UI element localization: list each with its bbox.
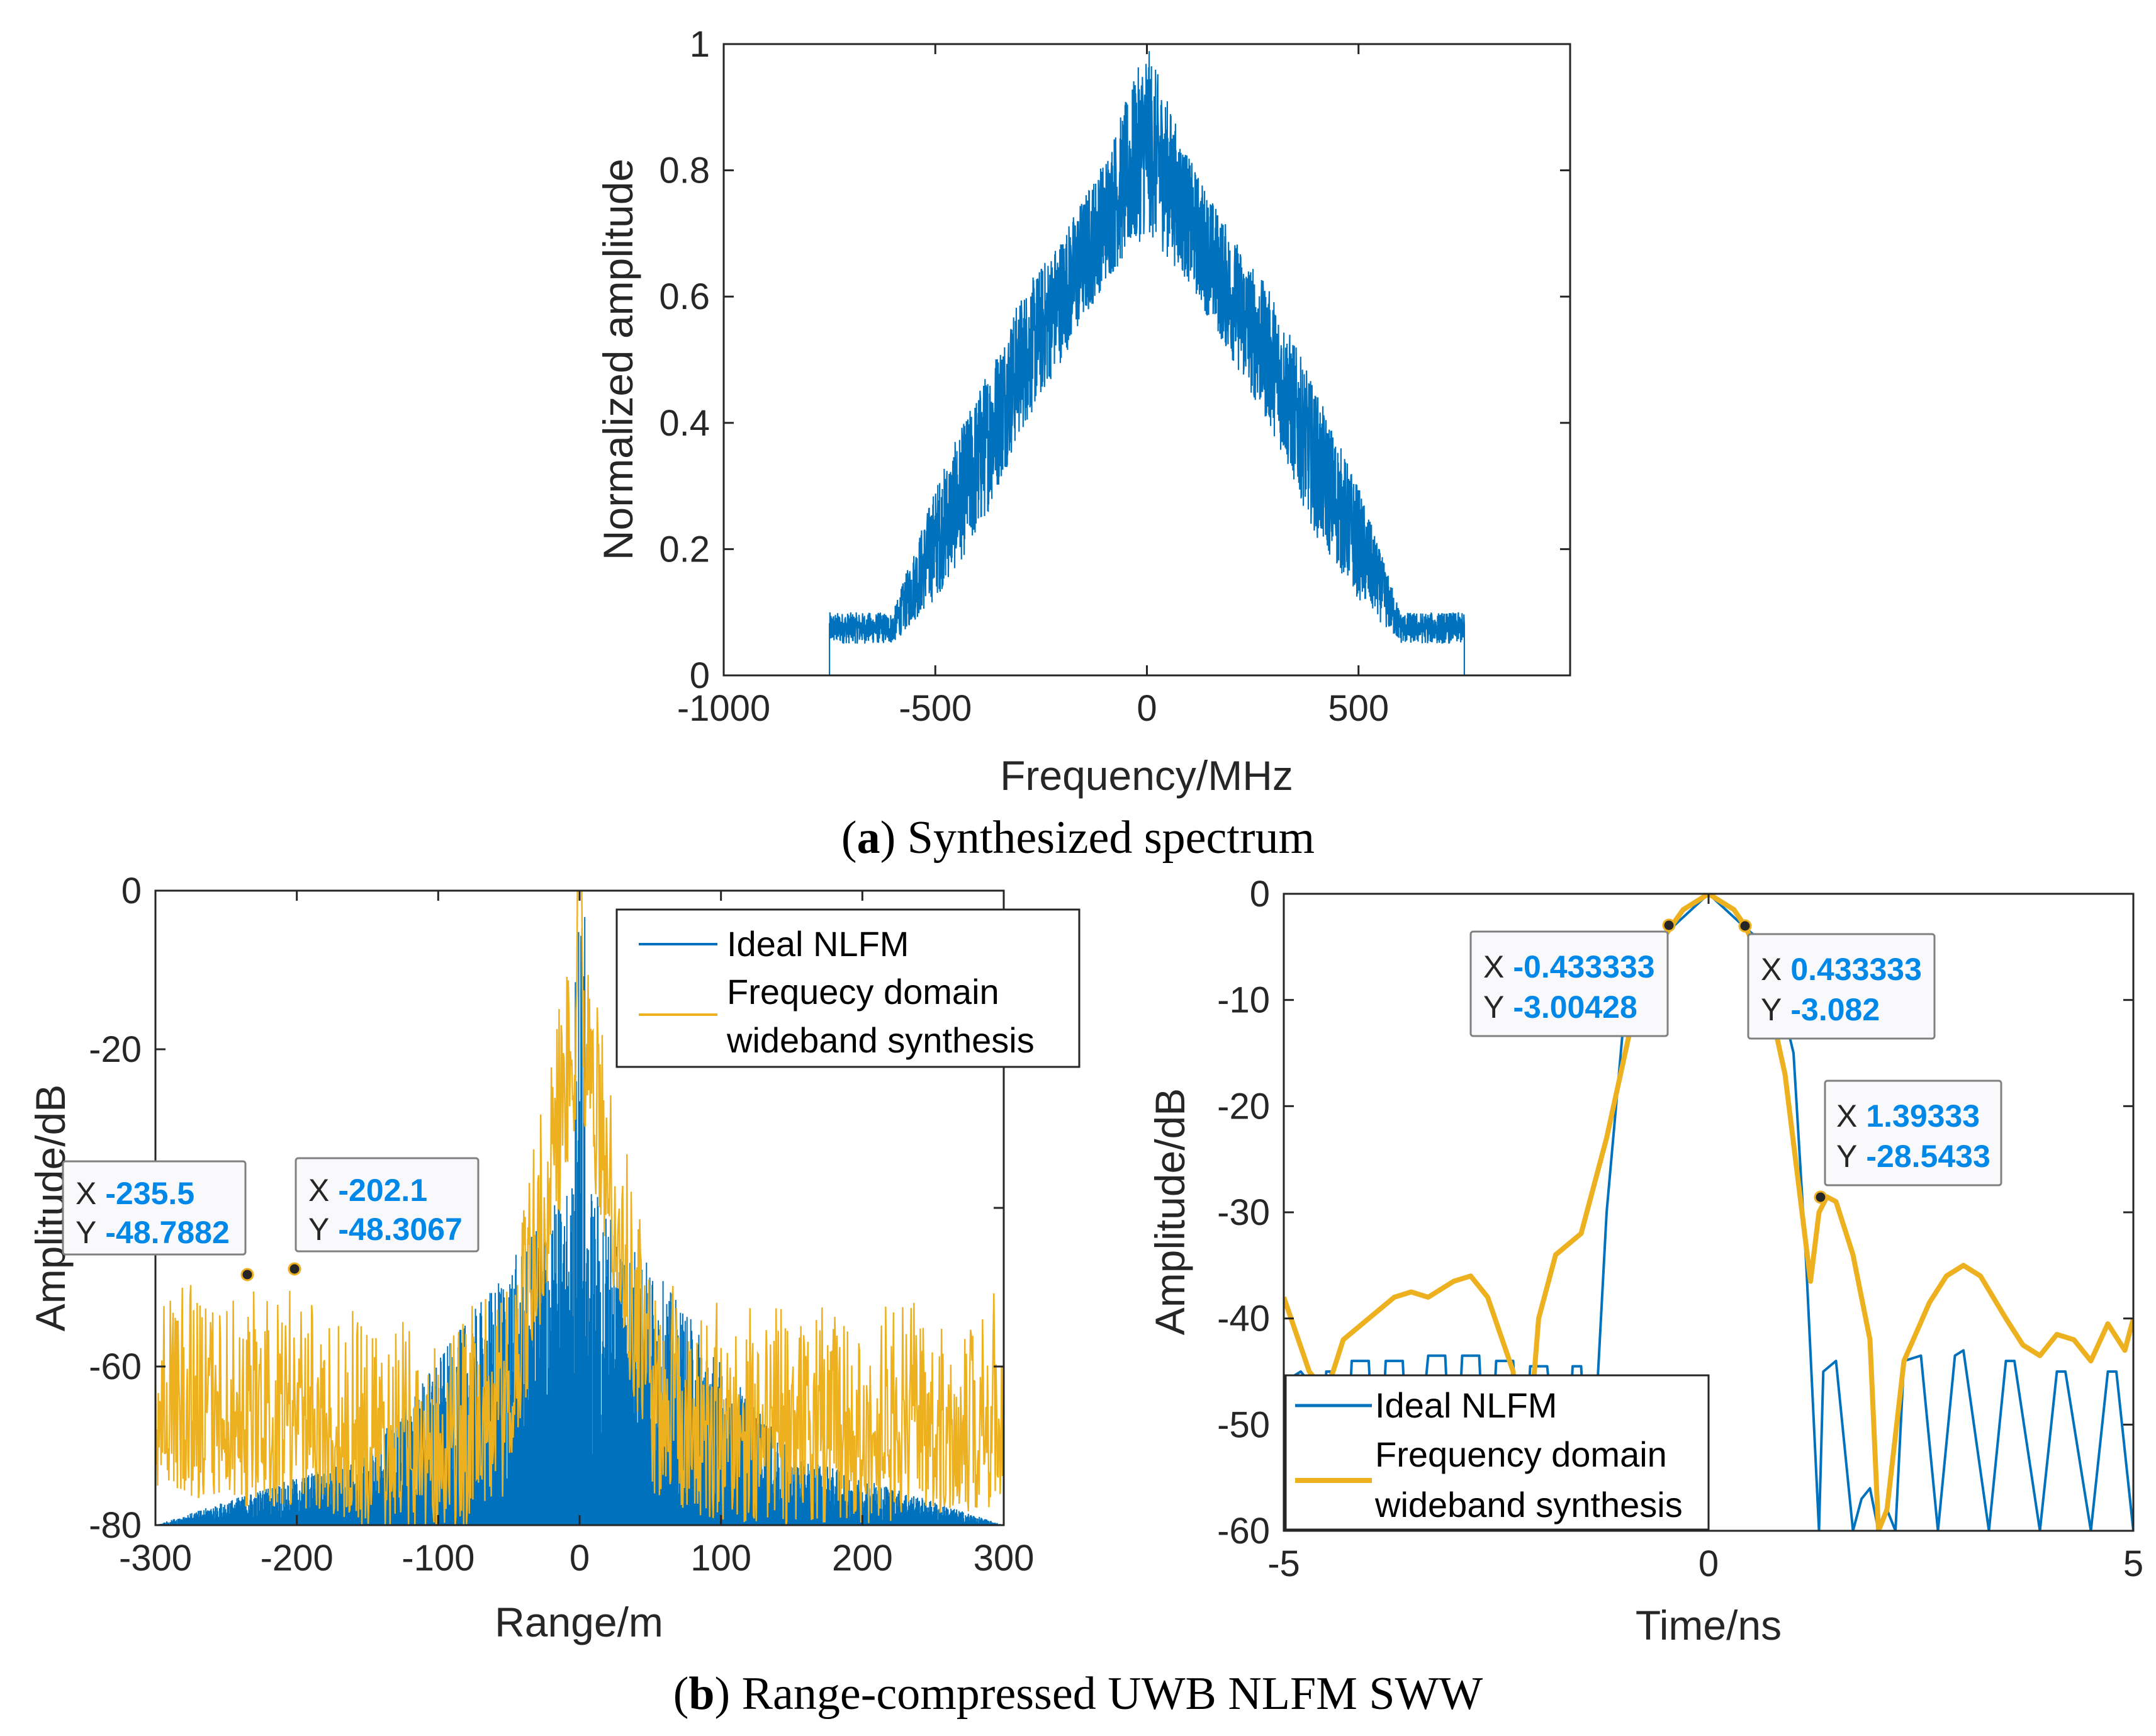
bl-datatip-1-box [62, 1160, 247, 1256]
br-datatip-3-marker [1814, 1190, 1828, 1204]
bl-ytick-label: -60 [89, 1346, 142, 1387]
br-datatip-2[interactable]: X 0.433333 Y -3.082 [1738, 919, 1936, 1040]
br-ylabel: Amplitude/dB [1147, 1088, 1193, 1336]
br-datatip-1-marker [1662, 918, 1676, 932]
br-axis-ticks: -5 0 5-60-50-40-30-20-100 [1217, 874, 2143, 1584]
br-datatip-2-x: X 0.433333 [1761, 952, 1922, 987]
a-ytick-label: 0 [690, 655, 710, 696]
bl-datatip-1-x: X -235.5 [76, 1176, 194, 1211]
br-datatip-3-y: Y -28.5433 [1836, 1139, 1990, 1174]
bl-datatip-1[interactable]: X -235.5 Y -48.7882 [62, 1160, 254, 1282]
a-xtick-label: -1000 [677, 688, 770, 729]
br-xlabel: Time/ns [1636, 1602, 1782, 1649]
a-xlabel: Frequency/MHz [1000, 752, 1293, 799]
bl-xtick-label: 0 [570, 1538, 590, 1579]
caption-a-open-paren: ( [841, 812, 857, 864]
caption-a-label: a [857, 812, 880, 864]
bl-xtick-label: 200 [832, 1538, 893, 1579]
bl-datatip-2-x: X -202.1 [308, 1173, 427, 1208]
br-datatip-1-box [1469, 930, 1669, 1037]
bl-ytick-label: 0 [121, 871, 142, 911]
a-ytick-label: 0.4 [659, 403, 710, 444]
bl-legend: Ideal NLFM Frequecy domain wideband synt… [615, 908, 1081, 1068]
plot-a-synthesized-spectrum: -1000 -500 0 500 0 0.2 0.4 0.6 0.8 1 Frequency/MH… [595, 24, 1571, 799]
a-ytick-label: 0.6 [659, 276, 710, 317]
bl-xtick-label: 100 [690, 1538, 751, 1579]
bl-legend-entry-ideal: Ideal NLFM [727, 924, 909, 964]
br-legend-entry-synth-line2: wideband synthesis [1374, 1485, 1683, 1525]
br-ytick-label: -60 [1217, 1511, 1270, 1552]
caption-b-text: ) Range-compressed UWB NLFM SWW [715, 1668, 1483, 1720]
a-series-spectrum [724, 51, 1570, 677]
br-datatip-3-x: X 1.39333 [1836, 1098, 1980, 1134]
caption-b: (b) Range-compressed UWB NLFM SWW [673, 1668, 1483, 1720]
br-ytick-label: -30 [1217, 1192, 1270, 1233]
bl-datatip-2[interactable]: X -202.1 Y -48.3067 [288, 1157, 480, 1276]
bl-xtick-label: -200 [261, 1538, 334, 1579]
a-ytick-label: 0.2 [659, 529, 710, 570]
caption-b-label: b [688, 1668, 714, 1720]
br-ytick-label: -40 [1217, 1299, 1270, 1339]
br-xtick-label: -5 [1267, 1543, 1300, 1584]
bl-xtick-label: -300 [119, 1538, 192, 1579]
br-legend-entry-synth-line1: Frequency domain [1375, 1434, 1667, 1474]
bl-xlabel: Range/m [495, 1599, 663, 1645]
br-xtick-label: 5 [2123, 1543, 2143, 1584]
br-ytick-label: 0 [1250, 874, 1270, 915]
br-xtick-label: 0 [1698, 1543, 1719, 1584]
br-datatip-2-marker [1738, 919, 1752, 933]
bl-legend-entry-synth-line2: wideband synthesis [726, 1020, 1035, 1060]
br-ytick-label: -10 [1217, 980, 1270, 1021]
bl-datatip-2-marker [288, 1262, 301, 1276]
br-ytick-label: -20 [1217, 1086, 1270, 1127]
a-axis-ticks: -1000 -500 0 500 0 0.2 0.4 0.6 0.8 1 [659, 24, 1570, 729]
bl-xtick-label: -100 [401, 1538, 474, 1579]
plot-b-right-time: -5 0 5-60-50-40-30-20-100 Time/ns Amplitud… [1147, 874, 2143, 1649]
br-datatip-2-y: Y -3.082 [1761, 992, 1880, 1027]
bl-legend-box [615, 908, 1081, 1068]
a-xtick-label: -500 [899, 688, 972, 729]
br-ytick-label: -50 [1217, 1404, 1270, 1445]
br-datatip-1-y: Y -3.00428 [1483, 989, 1637, 1025]
caption-a: (a) Synthesized spectrum [841, 812, 1315, 864]
bl-datatip-1-marker [240, 1268, 254, 1282]
caption-b-open-paren: ( [673, 1668, 689, 1720]
br-legend-box [1284, 1374, 1710, 1531]
br-datatip-3[interactable]: X 1.39333 Y -28.5433 [1814, 1079, 2002, 1204]
br-legend: Ideal NLFM Frequency domain wideband syn… [1284, 1374, 1710, 1531]
a-ytick-label: 0.8 [659, 150, 710, 191]
bl-legend-entry-synth-line1: Frequecy domain [727, 972, 999, 1012]
br-legend-entry-ideal: Ideal NLFM [1375, 1385, 1557, 1425]
bl-datatip-1-y: Y -48.7882 [76, 1215, 230, 1250]
a-ytick-label: 1 [690, 24, 710, 65]
br-datatip-2-box [1747, 933, 1936, 1040]
br-datatip-1[interactable]: X -0.433333 Y -3.00428 [1469, 918, 1676, 1037]
br-datatip-3-box [1824, 1079, 2002, 1186]
bl-xtick-label: 300 [974, 1538, 1035, 1579]
br-datatip-1-x: X -0.433333 [1483, 949, 1655, 984]
a-spectrum-series [724, 51, 1570, 677]
a-xtick-label: 0 [1137, 688, 1157, 729]
caption-a-text: ) Synthesized spectrum [880, 812, 1315, 864]
bl-datatip-2-box [295, 1157, 480, 1253]
a-xtick-label: 500 [1328, 688, 1389, 729]
a-ylabel: Normalized amplitude [595, 159, 641, 560]
bl-ytick-label: -20 [89, 1029, 142, 1070]
bl-ytick-label: -80 [89, 1505, 142, 1546]
bl-datatip-2-y: Y -48.3067 [308, 1212, 463, 1247]
